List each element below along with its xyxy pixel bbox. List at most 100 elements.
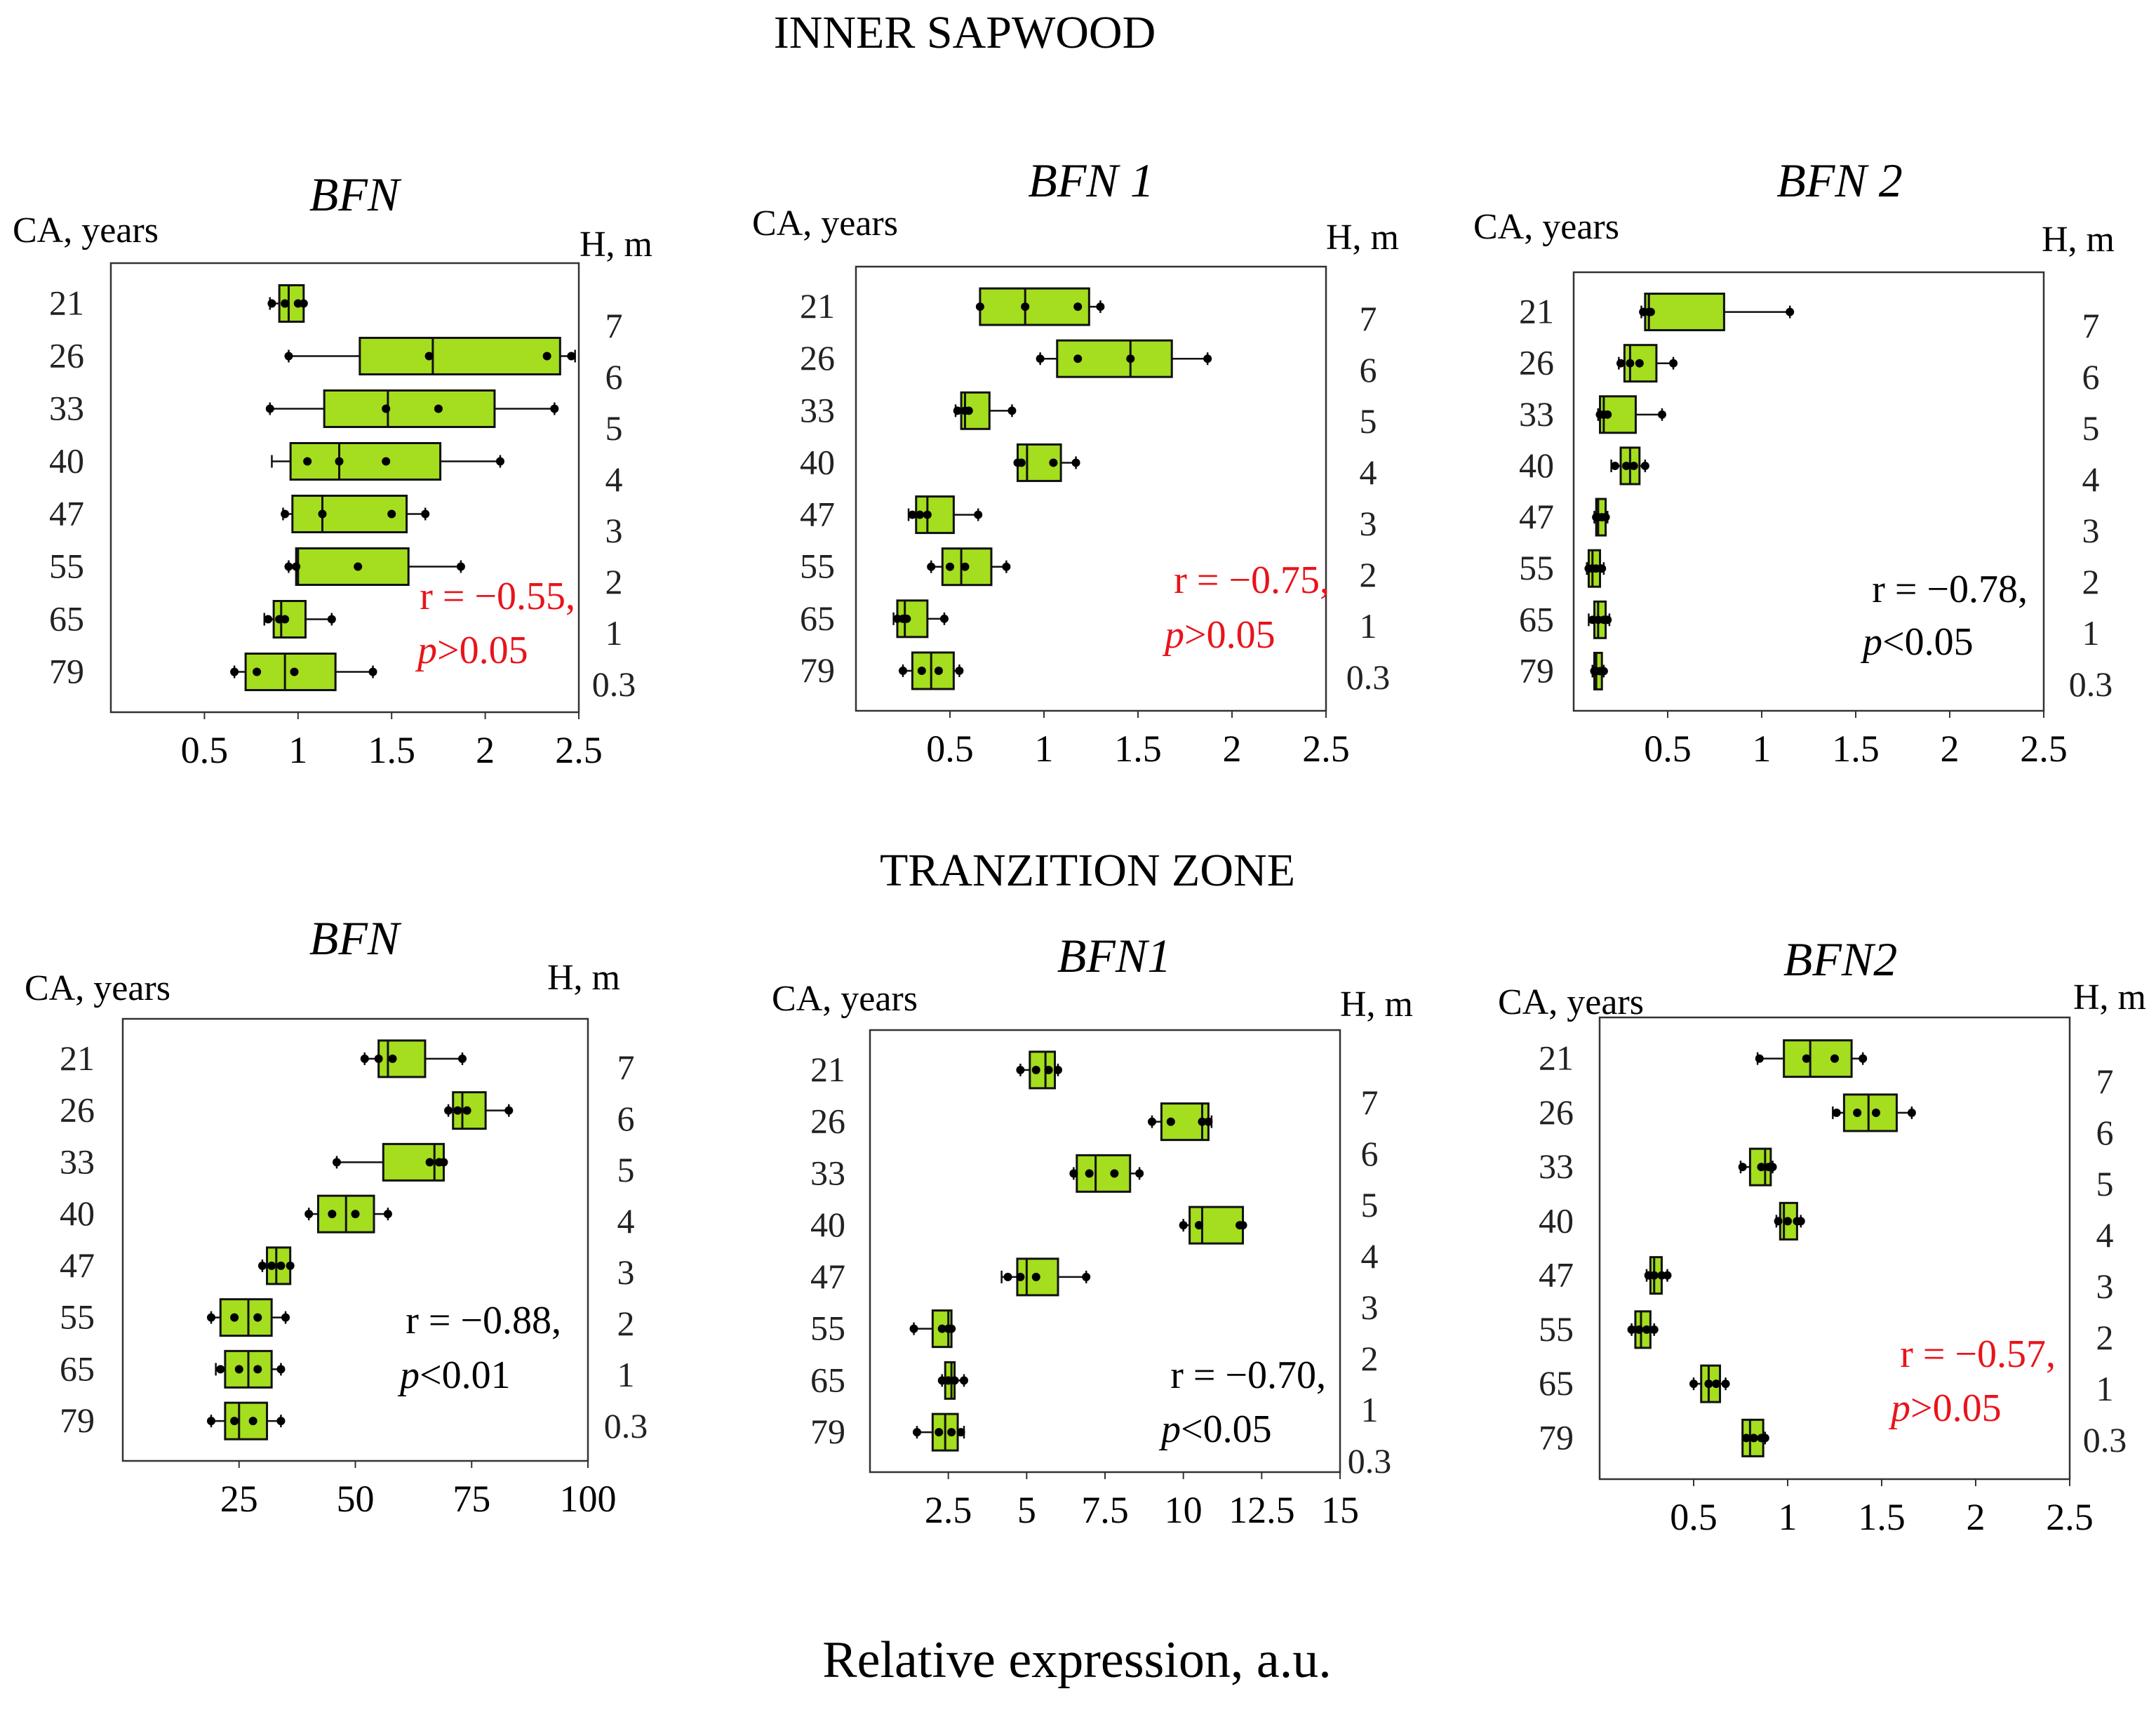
data-point — [935, 1428, 944, 1437]
panel-title: BFN 1 — [1028, 154, 1153, 207]
data-point — [1649, 1325, 1659, 1334]
p-symbol: p — [1860, 620, 1882, 664]
correlation-r: r = −0.55, — [420, 575, 575, 618]
data-point — [1853, 1108, 1862, 1117]
data-point — [946, 562, 954, 571]
height-label: 7 — [2082, 306, 2100, 345]
category-label: 65 — [1519, 599, 1554, 639]
category-label: 33 — [1539, 1147, 1574, 1186]
data-point — [1007, 406, 1017, 415]
correlation-r: r = −0.57, — [1900, 1332, 2056, 1376]
left-axis-caption: CA, years — [13, 211, 159, 251]
left-axis-caption: CA, years — [1498, 982, 1644, 1022]
data-point — [939, 614, 949, 623]
x-tick-label: 1 — [1753, 728, 1772, 770]
height-label: 0.3 — [2083, 1420, 2127, 1459]
category-label: 33 — [60, 1142, 95, 1181]
p-symbol: p — [1888, 1387, 1910, 1430]
category-label: 33 — [810, 1153, 845, 1192]
data-point — [974, 510, 983, 519]
data-point — [1907, 1108, 1916, 1117]
x-tick-label: 1.5 — [1858, 1496, 1906, 1538]
p-value: <0.01 — [420, 1354, 511, 1397]
x-axis-label: Relative expression, a.u. — [822, 1631, 1331, 1689]
data-point — [1085, 1169, 1094, 1178]
category-label: 40 — [60, 1194, 95, 1233]
x-tick-label: 2.5 — [1302, 728, 1350, 770]
plot-frame — [1598, 1016, 2071, 1481]
p-symbol: p — [1162, 613, 1184, 657]
height-label: 4 — [1360, 453, 1377, 492]
data-point — [1738, 1163, 1747, 1172]
height-label: 3 — [1360, 504, 1377, 543]
data-point — [332, 1158, 341, 1167]
category-label: 65 — [60, 1349, 95, 1388]
box — [1783, 1039, 1853, 1078]
data-point — [947, 1324, 956, 1333]
right-axis-caption: H, m — [580, 225, 652, 265]
x-tick-label: 2.5 — [925, 1489, 972, 1531]
data-point — [1148, 1117, 1156, 1126]
height-label: 7 — [605, 306, 623, 345]
data-point — [424, 352, 434, 361]
box — [323, 389, 496, 428]
data-point — [964, 406, 973, 415]
x-tick-label: 12.5 — [1228, 1489, 1295, 1531]
height-label: 0.3 — [2069, 664, 2113, 704]
left-axis-caption: CA, years — [752, 203, 898, 243]
category-label: 47 — [60, 1245, 95, 1285]
x-tick-label: 50 — [337, 1478, 375, 1520]
plot-frame — [109, 262, 580, 714]
data-point — [360, 1054, 369, 1063]
category-label: 79 — [49, 652, 84, 691]
data-point — [1110, 1169, 1119, 1178]
data-point — [1796, 1217, 1805, 1226]
x-tick-label: 25 — [220, 1478, 258, 1520]
data-point — [550, 404, 559, 413]
data-point — [286, 1261, 295, 1270]
height-label: 7 — [1360, 299, 1377, 338]
height-label: 1 — [1360, 606, 1377, 646]
data-point — [1031, 1065, 1040, 1074]
data-point — [234, 1365, 243, 1374]
height-label: 1 — [617, 1355, 635, 1394]
data-point — [1203, 354, 1212, 363]
x-tick-label: 1.5 — [1114, 728, 1162, 770]
x-tick-label: 2 — [1941, 728, 1960, 770]
category-label: 33 — [1519, 394, 1554, 434]
height-label: 0.3 — [1348, 1441, 1392, 1481]
data-point — [253, 1365, 262, 1374]
data-point — [1166, 1117, 1175, 1126]
p-value: >0.05 — [437, 629, 528, 672]
category-label: 26 — [810, 1102, 845, 1141]
height-label: 2 — [2096, 1318, 2114, 1357]
p-value: >0.05 — [1184, 613, 1275, 657]
data-point — [1721, 1380, 1730, 1389]
height-label: 0.3 — [1346, 657, 1391, 697]
height-label: 3 — [605, 511, 623, 550]
data-point — [1616, 359, 1625, 368]
data-point — [265, 404, 274, 413]
section-title-tranzition-zone: TRANZITION ZONE — [880, 845, 1295, 896]
height-label: 6 — [605, 357, 623, 396]
data-point — [276, 1261, 286, 1270]
correlation-p: p<0.05 — [1158, 1408, 1272, 1451]
data-point — [1629, 461, 1638, 470]
data-point — [281, 1313, 290, 1322]
height-label: 5 — [1361, 1185, 1379, 1224]
data-point — [1859, 1054, 1868, 1063]
data-point — [1760, 1434, 1769, 1443]
box — [359, 337, 561, 375]
data-point — [1598, 564, 1607, 573]
data-point — [1871, 1108, 1880, 1117]
data-point — [284, 352, 293, 361]
category-label: 26 — [60, 1090, 95, 1130]
height-label: 0.3 — [604, 1406, 648, 1445]
data-point — [934, 666, 943, 675]
data-point — [899, 666, 907, 675]
p-symbol: p — [1158, 1408, 1181, 1451]
height-label: 1 — [605, 613, 623, 653]
